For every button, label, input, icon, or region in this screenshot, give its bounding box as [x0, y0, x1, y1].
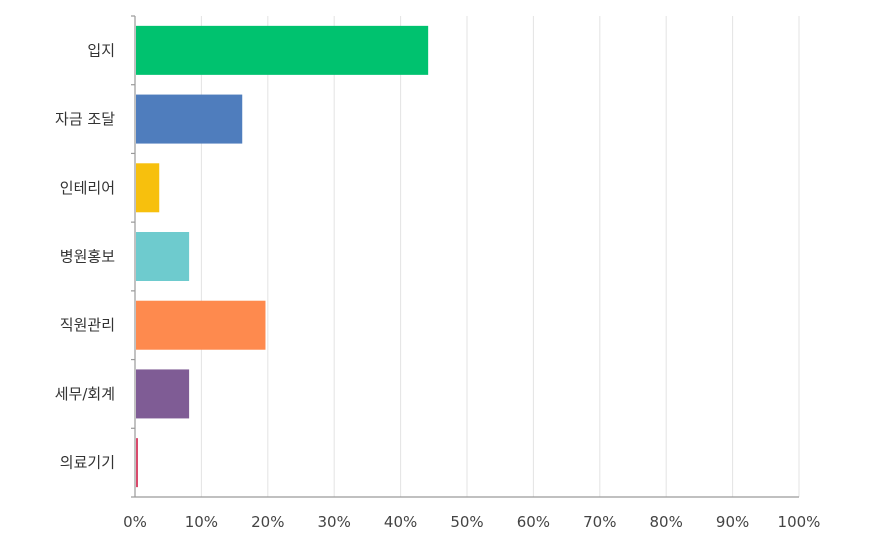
bar	[136, 163, 160, 213]
bar	[136, 232, 190, 281]
x-tick-label: 0%	[123, 513, 147, 531]
bars	[136, 25, 429, 488]
x-tick-label: 80%	[650, 513, 683, 531]
x-tick-label: 100%	[778, 513, 821, 531]
x-tick-label: 30%	[318, 513, 351, 531]
x-tick-label: 70%	[583, 513, 616, 531]
category-label: 입지	[87, 41, 115, 59]
category-label: 직원관리	[60, 316, 115, 334]
x-tick-labels: 0% 10% 20% 30% 40% 50% 60% 70% 80% 90% 100%	[123, 513, 820, 531]
category-label: 병원홍보	[60, 248, 115, 266]
bar	[136, 369, 190, 419]
x-tick-label: 50%	[450, 513, 483, 531]
category-label: 인테리어	[60, 179, 115, 197]
x-tick-label: 40%	[384, 513, 417, 531]
bar	[136, 300, 266, 350]
bar	[136, 25, 429, 75]
axes	[131, 15, 799, 498]
category-label: 의료기기	[60, 454, 115, 472]
x-tick-label: 20%	[251, 513, 284, 531]
category-label: 세무/회계	[55, 385, 115, 403]
category-label: 자금 조달	[55, 110, 115, 128]
x-tick-label: 60%	[517, 513, 550, 531]
x-tick-label: 10%	[185, 513, 218, 531]
bar	[136, 94, 243, 144]
x-tick-label: 90%	[716, 513, 749, 531]
bar	[136, 438, 138, 488]
gridlines	[200, 16, 800, 497]
